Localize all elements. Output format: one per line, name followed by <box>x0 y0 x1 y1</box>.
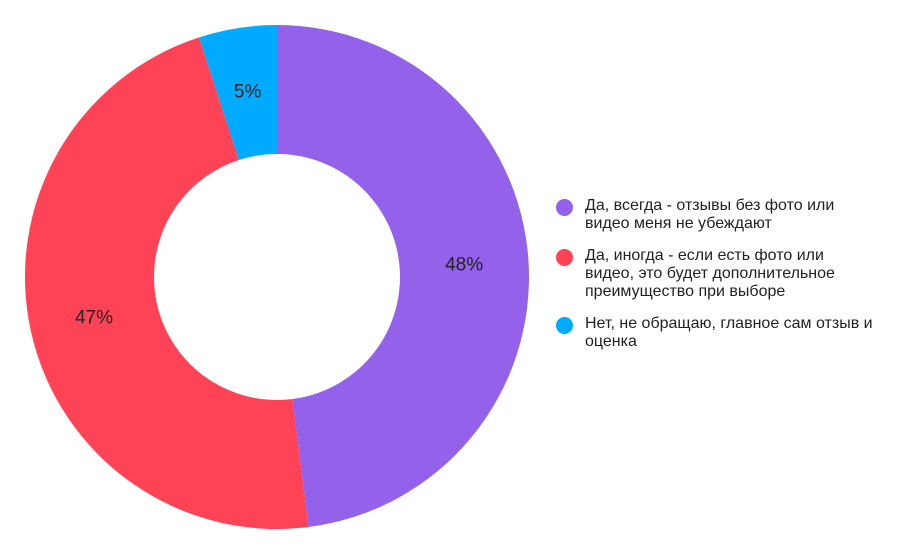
slice-sometimes[interactable] <box>25 37 309 529</box>
legend-swatch-always <box>556 199 573 216</box>
legend-swatch-sometimes <box>556 249 573 266</box>
legend-label-always: Да, всегда - отзывы без фото или видео м… <box>585 197 835 232</box>
legend-label-sometimes: Да, иногда - если есть фото или видео, э… <box>585 247 835 300</box>
legend-item-always[interactable]: Да, всегда - отзывы без фото или видео м… <box>556 197 886 233</box>
slice-label-always: 48% <box>445 255 483 276</box>
slice-label-sometimes: 47% <box>75 307 113 328</box>
donut-svg: 48% 47% 5% <box>25 25 530 529</box>
slice-no[interactable] <box>199 25 277 161</box>
legend-label-no: Нет, не обращаю, главное сам отзыв и оце… <box>585 315 873 350</box>
slice-always[interactable] <box>277 25 530 528</box>
slice-label-no: 5% <box>234 81 262 102</box>
legend-item-sometimes[interactable]: Да, иногда - если есть фото или видео, э… <box>556 247 886 301</box>
legend: Да, всегда - отзывы без фото или видео м… <box>556 197 886 365</box>
legend-item-no[interactable]: Нет, не обращаю, главное сам отзыв и оце… <box>556 315 886 351</box>
legend-swatch-no <box>556 317 573 334</box>
